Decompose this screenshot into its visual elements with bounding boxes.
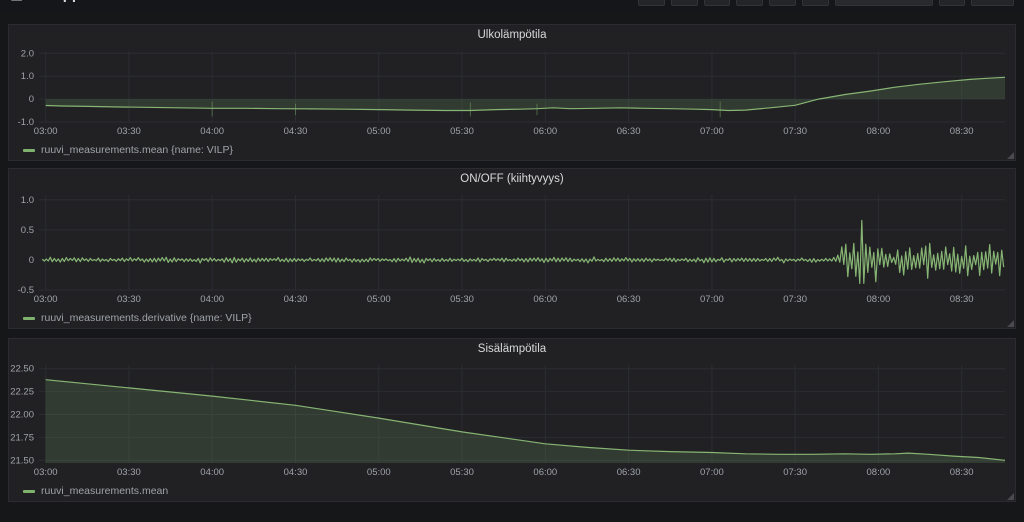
svg-text:03:00: 03:00 xyxy=(34,126,58,137)
legend-swatch xyxy=(23,489,35,493)
svg-text:07:30: 07:30 xyxy=(783,294,807,305)
svg-text:08:00: 08:00 xyxy=(867,467,891,478)
panel-resize-handle[interactable] xyxy=(1007,320,1014,327)
svg-text:07:00: 07:00 xyxy=(700,467,724,478)
svg-text:07:30: 07:30 xyxy=(783,126,807,137)
svg-text:05:30: 05:30 xyxy=(450,467,474,478)
panel-resize-handle[interactable] xyxy=(1007,152,1014,159)
svg-text:03:00: 03:00 xyxy=(34,467,58,478)
svg-text:08:30: 08:30 xyxy=(950,294,974,305)
time-range-label: Last 6 hours xyxy=(859,0,925,1)
svg-text:04:30: 04:30 xyxy=(284,467,308,478)
svg-text:05:00: 05:00 xyxy=(367,467,391,478)
svg-text:08:00: 08:00 xyxy=(867,294,891,305)
svg-text:2.0: 2.0 xyxy=(21,48,34,59)
add-panel-button[interactable]: ▧ xyxy=(637,0,666,6)
star-button[interactable]: ☆ xyxy=(671,0,698,6)
svg-text:0: 0 xyxy=(29,94,34,105)
panel-resize-handle[interactable] xyxy=(1007,493,1014,500)
svg-text:03:30: 03:30 xyxy=(117,294,141,305)
svg-text:1.0: 1.0 xyxy=(21,71,34,82)
dashboard-title[interactable]: Pumppu xyxy=(30,0,90,3)
svg-text:06:30: 06:30 xyxy=(617,467,641,478)
svg-text:04:30: 04:30 xyxy=(284,294,308,305)
time-series-plot[interactable]: 03:00 03:30 04:00 04:30 05:00 05:30 06:00 06:30… xyxy=(9,45,1015,140)
svg-text:22.00: 22.00 xyxy=(10,410,34,421)
svg-text:06:00: 06:00 xyxy=(533,467,557,478)
svg-text:03:00: 03:00 xyxy=(34,294,58,305)
share-button[interactable]: ⇗ xyxy=(703,0,730,6)
svg-text:06:30: 06:30 xyxy=(617,294,641,305)
svg-text:06:00: 06:00 xyxy=(533,126,557,137)
legend-label[interactable]: ruuvi_measurements.derivative {name: VIL… xyxy=(41,312,252,324)
panel-onoff-kiihtyvyys: ON/OFF (kiihtyvyys) 03:00 03:30 04:00 04:30… xyxy=(8,168,1016,329)
svg-text:04:00: 04:00 xyxy=(200,467,224,478)
panel-title[interactable]: ON/OFF (kiihtyvyys) xyxy=(460,173,564,185)
time-series-plot[interactable]: 03:00 03:30 04:00 04:30 05:00 05:30 06:00 06:30… xyxy=(9,189,1015,308)
svg-text:21.75: 21.75 xyxy=(10,432,34,443)
svg-text:04:00: 04:00 xyxy=(200,294,224,305)
svg-text:0: 0 xyxy=(29,255,34,266)
svg-text:05:00: 05:00 xyxy=(367,294,391,305)
panel-title[interactable]: Sisälämpötila xyxy=(477,343,547,355)
svg-text:07:30: 07:30 xyxy=(783,467,807,478)
legend-swatch xyxy=(23,316,35,320)
svg-text:21.50: 21.50 xyxy=(10,455,34,466)
svg-text:08:00: 08:00 xyxy=(867,126,891,137)
legend-label[interactable]: ruuvi_measurements.mean xyxy=(41,485,169,497)
svg-text:04:00: 04:00 xyxy=(200,126,224,137)
svg-text:22.50: 22.50 xyxy=(10,364,34,375)
dashboard-grid-icon: ▦ xyxy=(10,0,23,3)
svg-text:04:30: 04:30 xyxy=(284,126,308,137)
svg-text:07:00: 07:00 xyxy=(700,294,724,305)
save-button[interactable]: ▣ xyxy=(735,0,764,6)
svg-text:-1.0: -1.0 xyxy=(18,117,34,128)
cycle-view-button[interactable]: ▭ xyxy=(802,0,830,6)
svg-text:22.25: 22.25 xyxy=(10,387,34,398)
svg-text:03:30: 03:30 xyxy=(117,467,141,478)
svg-text:08:30: 08:30 xyxy=(950,126,974,137)
panel-sisalampotila: Sisälämpötila 03:00 03:30 04:00 04:30 05:00 0… xyxy=(8,338,1016,502)
top-navbar: ▦ Pumppu ▾ ▧ ☆ ⇗ ▣ ⚙ ▭ ◷ Last 6 hours ⊖ … xyxy=(0,0,1024,11)
svg-text:07:00: 07:00 xyxy=(700,126,724,137)
svg-text:05:30: 05:30 xyxy=(450,294,474,305)
svg-text:05:30: 05:30 xyxy=(450,126,474,137)
svg-text:06:00: 06:00 xyxy=(533,294,557,305)
svg-text:1.0: 1.0 xyxy=(21,195,34,206)
svg-text:0.5: 0.5 xyxy=(21,225,34,236)
legend-swatch xyxy=(23,148,35,152)
panel-ulkolampotila: Ulkolämpötila 03:00 03:30 04:00 04:30 05:00 0… xyxy=(8,24,1016,161)
panel-title[interactable]: Ulkolämpötila xyxy=(477,29,547,41)
time-series-plot[interactable]: 03:00 03:30 04:00 04:30 05:00 05:30 06:00 06:30… xyxy=(9,359,1015,481)
svg-text:03:30: 03:30 xyxy=(117,126,141,137)
svg-text:05:00: 05:00 xyxy=(367,126,391,137)
svg-text:-0.5: -0.5 xyxy=(18,285,34,296)
svg-text:06:30: 06:30 xyxy=(617,126,641,137)
settings-button[interactable]: ⚙ xyxy=(769,0,796,6)
legend-label[interactable]: ruuvi_measurements.mean {name: VILP} xyxy=(41,144,234,156)
refresh-button[interactable]: ↻⋯ xyxy=(970,0,1014,6)
zoom-out-button[interactable]: ⊖ xyxy=(938,0,965,6)
svg-text:08:30: 08:30 xyxy=(950,467,974,478)
time-range-button[interactable]: ◷ Last 6 hours xyxy=(835,0,933,6)
